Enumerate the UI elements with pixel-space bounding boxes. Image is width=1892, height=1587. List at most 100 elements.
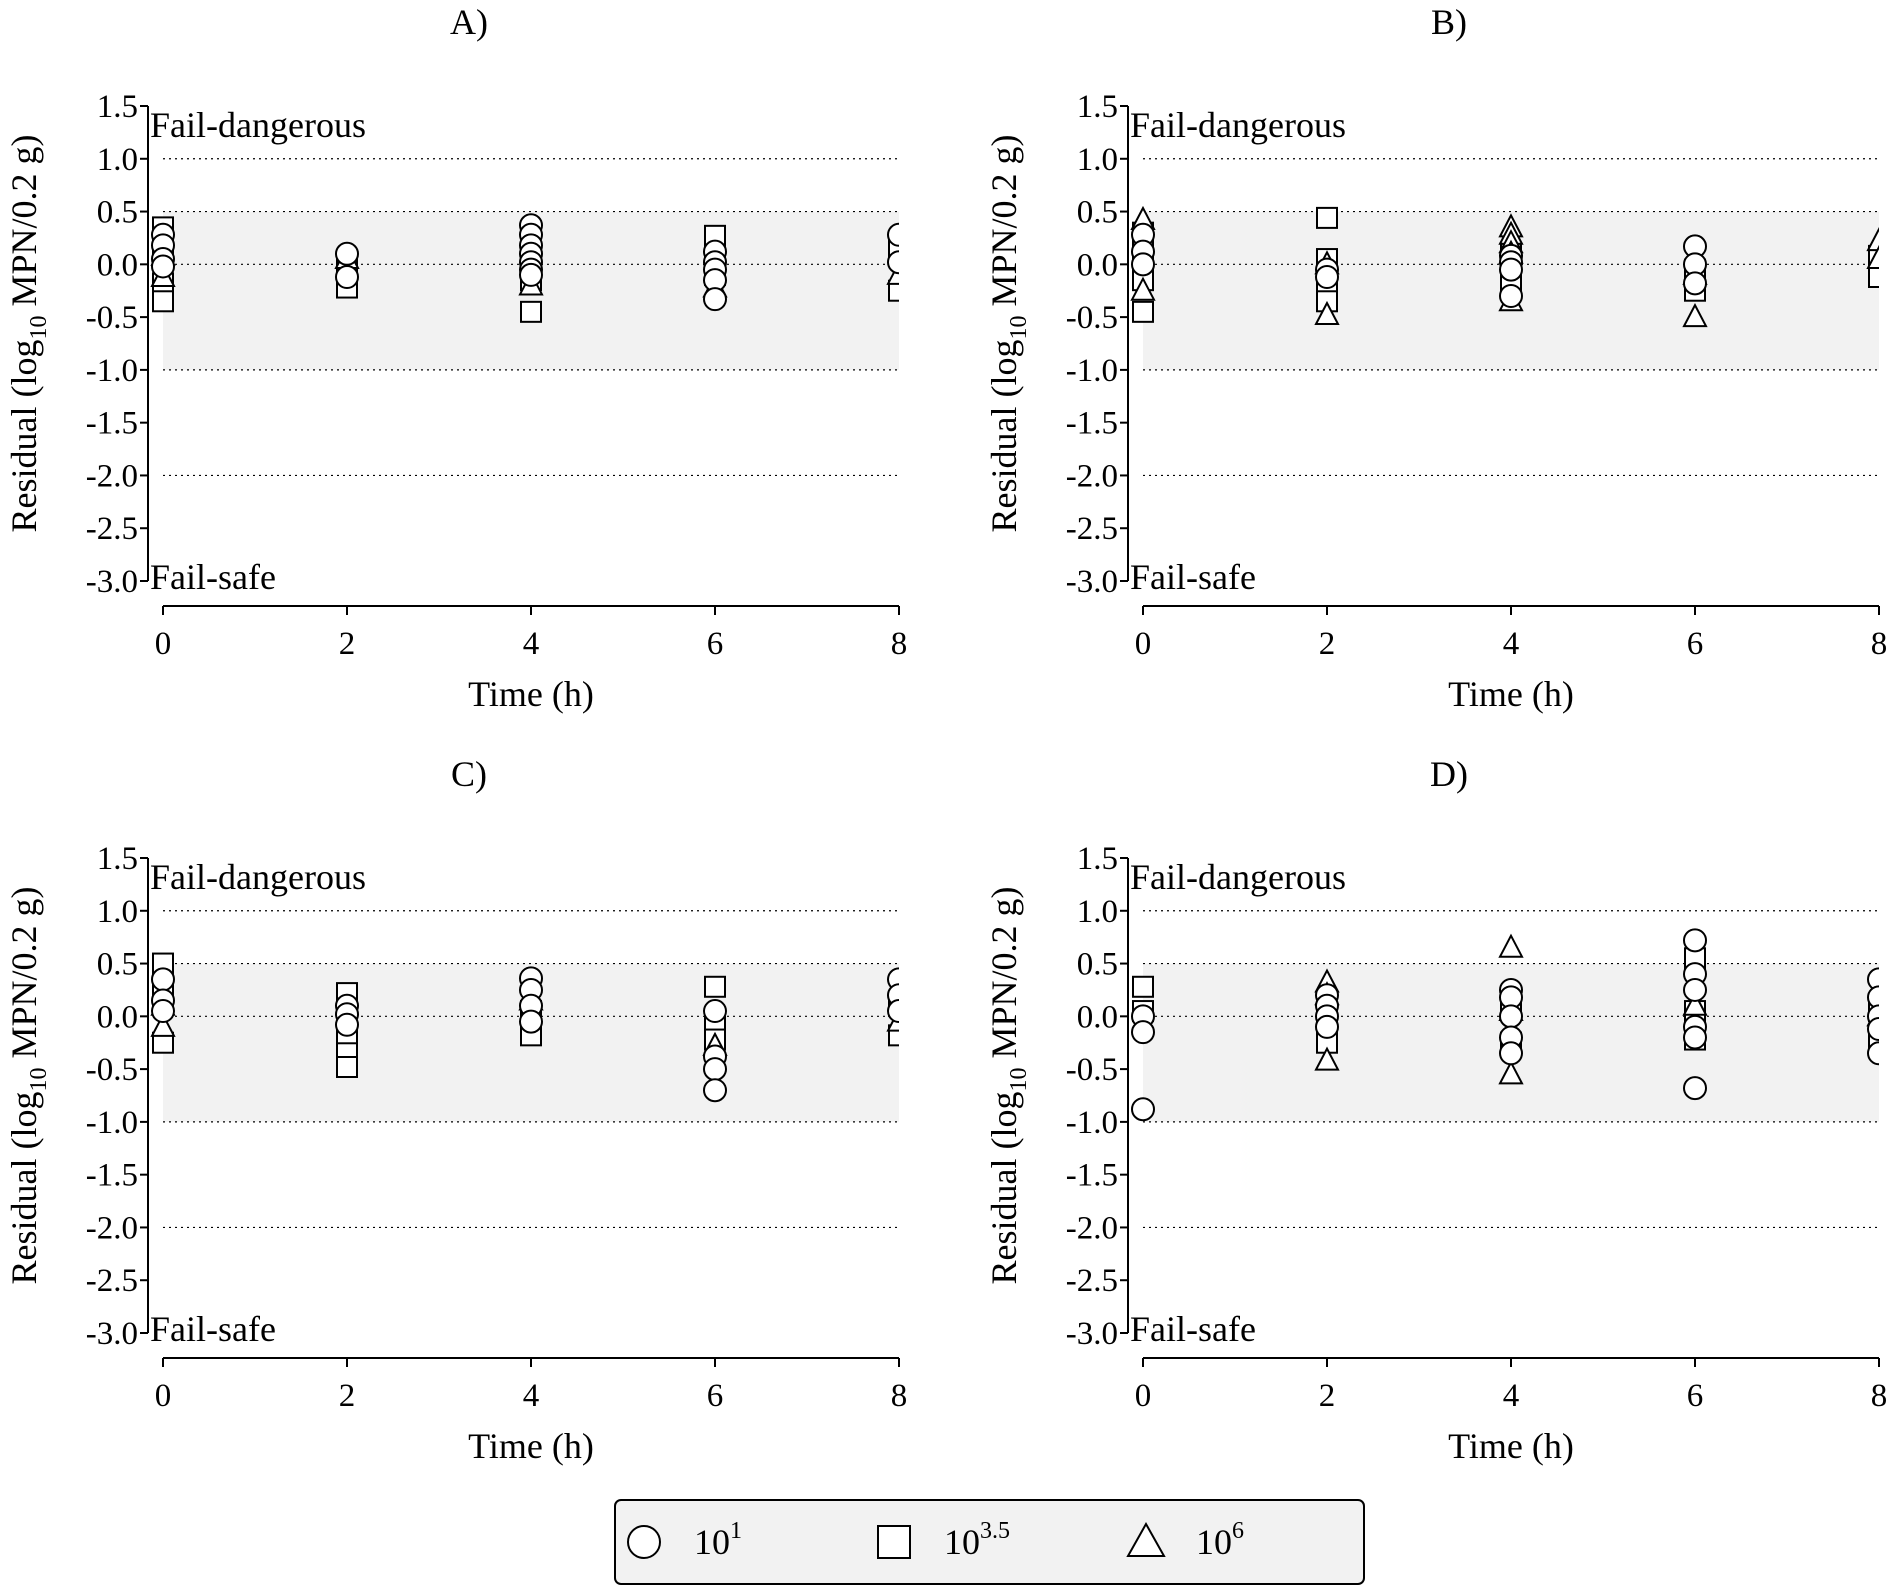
data-point-circle — [887, 999, 899, 1024]
panel-title: D) — [1430, 754, 1468, 794]
fail-safe-label: Fail-safe — [1130, 557, 1256, 597]
data-point-triangle — [1866, 244, 1879, 270]
x-tick-label: 0 — [1135, 626, 1152, 662]
data-point-circle — [1499, 1004, 1523, 1029]
data-point-circle — [1315, 265, 1339, 289]
data-point-square — [1132, 975, 1154, 998]
data-point-circle — [1683, 928, 1707, 953]
data-point-circle — [1683, 977, 1707, 1002]
y-tick-label: -1.0 — [1066, 1105, 1118, 1141]
fail-dangerous-label: Fail-dangerous — [150, 857, 366, 897]
data-point-circle — [519, 262, 543, 287]
y-tick-label: 0.0 — [1077, 999, 1118, 1035]
x-tick-label: 6 — [707, 626, 724, 662]
data-point-circle — [1683, 1076, 1707, 1101]
legend-circle-icon — [627, 1525, 661, 1559]
data-point-circle — [335, 265, 359, 289]
data-point-square — [152, 290, 174, 313]
data-point-triangle — [1682, 302, 1708, 328]
data-point-circle — [1131, 252, 1155, 277]
x-tick-label: 4 — [523, 626, 540, 662]
legend-square-icon — [877, 1525, 911, 1559]
y-tick-label: -3.0 — [1066, 564, 1118, 600]
y-axis-title: Residual (log10 MPN/0.2 g) — [984, 134, 1032, 532]
data-point-square — [888, 1024, 899, 1047]
data-point-circle — [1867, 1041, 1879, 1066]
y-tick-label: -2.0 — [86, 1210, 138, 1246]
data-point-circle — [1131, 1097, 1155, 1122]
y-tick-label: 0.0 — [97, 247, 138, 283]
y-tick-label: -1.0 — [1066, 353, 1118, 389]
x-tick-label: 0 — [155, 1378, 172, 1414]
y-tick-label: 0.0 — [1077, 247, 1118, 283]
x-tick-label: 4 — [1503, 1378, 1520, 1414]
panel-d: 1.5 1.0 0.5 0.0 -0.5 -1.0 -1.5 -2.0 -2.5 -3.0 0 2 4 6… — [984, 754, 1888, 1466]
y-tick-label: 1.5 — [1077, 89, 1118, 125]
y-axis-title: Residual (log10 MPN/0.2 g) — [4, 134, 52, 532]
panel-title: C) — [451, 754, 487, 794]
data-point-triangle — [1314, 300, 1340, 325]
data-point-square — [888, 237, 899, 260]
data-point-circle — [335, 1012, 359, 1037]
y-tick-label: 1.0 — [97, 142, 138, 178]
y-tick-label: -0.5 — [86, 1052, 138, 1088]
fail-dangerous-label: Fail-dangerous — [1130, 857, 1346, 897]
y-tick-label: -3.0 — [1066, 1316, 1118, 1352]
series-circle — [151, 213, 899, 312]
y-tick-label: -2.5 — [86, 511, 138, 547]
fail-dangerous-label: Fail-dangerous — [1130, 105, 1346, 145]
x-axis-title: Time (h) — [468, 674, 594, 714]
series-circle — [151, 966, 899, 1103]
data-point-square — [336, 1056, 358, 1078]
data-point-circle — [1867, 967, 1879, 992]
data-point-circle — [887, 222, 899, 247]
legend-label: 101 — [694, 1518, 742, 1562]
data-point-circle — [1499, 1041, 1523, 1066]
x-tick-label: 2 — [1319, 1378, 1336, 1414]
y-tick-label: 1.0 — [97, 894, 138, 930]
x-tick-label: 4 — [1503, 626, 1520, 662]
x-tick-label: 4 — [523, 1378, 540, 1414]
y-tick-label: -2.5 — [1066, 1263, 1118, 1299]
y-tick-label: -0.5 — [86, 300, 138, 336]
x-axis-title: Time (h) — [1448, 1426, 1574, 1466]
panel-title: A) — [450, 2, 488, 42]
x-tick-label: 6 — [1687, 626, 1704, 662]
legend-label: 106 — [1196, 1518, 1244, 1562]
y-tick-label: -3.0 — [86, 564, 138, 600]
data-point-circle — [1131, 1020, 1155, 1045]
x-tick-label: 2 — [1319, 626, 1336, 662]
series-circle — [1131, 928, 1879, 1122]
panel-c: 1.5 1.0 0.5 0.0 -0.5 -1.0 -1.5 -2.0 -2.5 -3.0 0 2 4 6… — [4, 754, 907, 1466]
data-point-circle — [1499, 284, 1523, 308]
y-tick-label: -0.5 — [1066, 300, 1118, 336]
y-tick-label: -2.5 — [1066, 511, 1118, 547]
y-tick-label: 0.5 — [1077, 195, 1118, 231]
fail-safe-label: Fail-safe — [150, 1309, 276, 1349]
y-tick-label: 0.5 — [1077, 947, 1118, 983]
panel-a: 1.5 1.0 0.5 0.0 -0.5 -1.0 -1.5 -2.0 -2.5 -3.0 0 2 4 6… — [4, 2, 907, 714]
data-point-circle — [151, 254, 175, 279]
data-point-triangle — [1314, 1046, 1340, 1071]
fail-dangerous-label: Fail-dangerous — [150, 105, 366, 145]
x-tick-label: 8 — [1871, 1378, 1888, 1414]
y-tick-label: -1.5 — [1066, 406, 1118, 442]
data-point-circle — [703, 287, 727, 312]
y-tick-label: -0.5 — [1066, 1052, 1118, 1088]
y-tick-label: 0.5 — [97, 195, 138, 231]
y-tick-label: -1.5 — [86, 406, 138, 442]
data-point-circle — [151, 999, 175, 1024]
y-tick-label: -2.0 — [1066, 458, 1118, 494]
data-point-triangle — [1498, 933, 1524, 958]
y-tick-label: 1.5 — [1077, 841, 1118, 877]
y-tick-label: -2.5 — [86, 1263, 138, 1299]
y-tick-label: -2.0 — [86, 458, 138, 494]
data-point-square — [520, 300, 542, 323]
y-tick-label: -1.0 — [86, 1105, 138, 1141]
legend-label: 103.5 — [944, 1518, 1010, 1562]
data-point-circle — [1867, 1017, 1879, 1041]
y-axis-title: Residual (log10 MPN/0.2 g) — [984, 886, 1032, 1284]
data-points — [150, 952, 899, 1103]
data-point-square — [1132, 300, 1154, 323]
